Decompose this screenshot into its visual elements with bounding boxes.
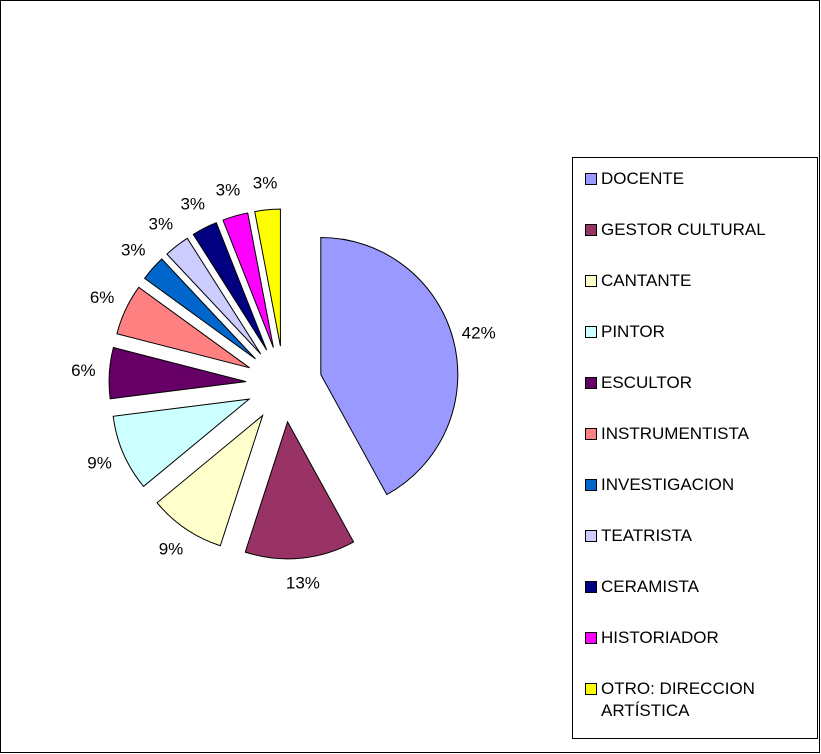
legend-label: DOCENTE — [601, 169, 685, 188]
legend-label: PINTOR — [601, 322, 665, 341]
legend: DOCENTE GESTOR CULTURAL CANTANTE PINTOR ESCU… — [572, 157, 818, 739]
legend-item: HISTORIADOR — [585, 627, 815, 649]
pie-slice — [244, 420, 355, 560]
legend-swatch — [585, 428, 597, 440]
legend-item: INVESTIGACION — [585, 474, 815, 496]
data-label: 3% — [149, 215, 174, 234]
pie-slice — [222, 212, 274, 348]
legend-item: INSTRUMENTISTA — [585, 423, 815, 445]
legend-item: CERAMISTA — [585, 576, 815, 598]
legend-item: CANTANTE — [585, 270, 815, 292]
data-label: 3% — [121, 241, 146, 260]
legend-swatch — [585, 326, 597, 338]
legend-swatch — [585, 173, 597, 185]
legend-swatch — [585, 224, 597, 236]
legend-label: HISTORIADOR — [601, 628, 719, 647]
data-label: 9% — [159, 540, 184, 559]
legend-item: ESCULTOR — [585, 372, 815, 394]
legend-swatch — [585, 683, 597, 695]
legend-label: TEATRISTA — [601, 526, 692, 545]
data-label: 3% — [216, 180, 241, 199]
pie-slice — [156, 413, 264, 547]
legend-swatch — [585, 275, 597, 287]
legend-item: TEATRISTA — [585, 525, 815, 547]
pie-slice — [112, 398, 251, 488]
pie-slice — [192, 222, 268, 351]
legend-swatch — [585, 530, 597, 542]
legend-item: GESTOR CULTURAL — [585, 219, 815, 241]
pie-slice — [254, 208, 281, 347]
data-label: 9% — [87, 453, 112, 472]
data-label: 6% — [71, 361, 96, 380]
legend-label: INVESTIGACION — [601, 475, 735, 494]
legend-label: ESCULTOR — [601, 373, 693, 392]
data-label: 6% — [90, 288, 115, 307]
data-label: 13% — [286, 574, 320, 593]
pie-slice — [320, 237, 459, 496]
data-label: 3% — [253, 173, 278, 192]
data-label: 3% — [180, 194, 205, 213]
legend-swatch — [585, 581, 597, 593]
pie-slice — [108, 346, 247, 400]
legend-swatch — [585, 632, 597, 644]
pie-slice — [166, 237, 262, 355]
legend-item: OTRO: DIRECCION ARTÍSTICA — [585, 678, 815, 722]
legend-item: DOCENTE — [585, 168, 815, 190]
legend-label: OTRO: DIRECCION ARTÍSTICA — [601, 679, 755, 720]
data-label: 42% — [462, 323, 496, 342]
legend-label: GESTOR CULTURAL — [601, 220, 766, 239]
legend-item: PINTOR — [585, 321, 815, 343]
legend-swatch — [585, 377, 597, 389]
pie-slice — [143, 258, 256, 360]
legend-label: CANTANTE — [601, 271, 692, 290]
legend-label: INSTRUMENTISTA — [601, 424, 749, 443]
legend-swatch — [585, 479, 597, 491]
pie-slice — [116, 286, 250, 369]
legend-label: CERAMISTA — [601, 577, 699, 596]
